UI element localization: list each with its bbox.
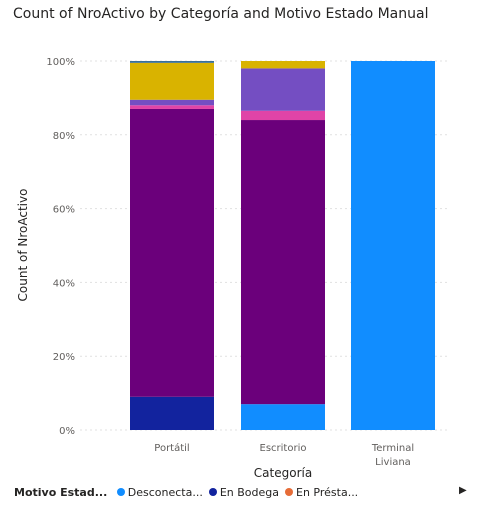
bar-segment — [241, 68, 325, 111]
legend-item-label: En Présta... — [296, 486, 359, 499]
legend-dot-icon — [116, 488, 125, 496]
chart-title: Count of NroActivo by Categoría and Moti… — [13, 6, 429, 22]
x-tick-label: Liviana — [375, 457, 411, 468]
y-tick-label: 0% — [59, 426, 75, 437]
x-tick-label: Portátil — [154, 442, 189, 454]
y-tick-label: 80% — [53, 131, 75, 142]
legend-title: Motivo Estad... — [14, 486, 108, 499]
bar-segment — [130, 105, 214, 109]
bar-segment — [241, 404, 325, 430]
legend-item[interactable]: En Présta... — [285, 486, 358, 499]
bar-segment — [351, 61, 435, 430]
x-axis-title: Categoría — [254, 466, 312, 480]
bar-segment — [241, 120, 325, 405]
y-tick-label: 60% — [53, 205, 75, 216]
bar-segment — [241, 110, 325, 121]
bar-segment — [130, 62, 214, 100]
x-tick-label: Terminal — [371, 443, 414, 454]
legend-item-label: Desconecta... — [127, 486, 203, 499]
y-axis-title: Count of NroActivo — [16, 189, 30, 302]
stacked-bar-chart: 0% 20% 40% 60% 80% 100% Portátil Escritorio Term… — [16, 57, 450, 480]
bar-segment — [241, 61, 325, 69]
legend-dot-icon — [208, 488, 217, 496]
legend-item[interactable]: Desconecta... — [116, 486, 203, 499]
legend-item[interactable]: En Bodega — [208, 486, 279, 499]
chart-legend: Motivo Estad... Desconecta... En Bodega En… — [14, 486, 469, 502]
legend-next-arrow-icon[interactable]: ▶ — [459, 485, 467, 496]
legend-item-label: En Bodega — [219, 486, 279, 499]
bar-segment — [130, 396, 214, 430]
x-tick-label: Escritorio — [260, 443, 307, 454]
legend-dot-icon — [285, 488, 293, 496]
y-tick-label: 100% — [46, 57, 75, 68]
y-tick-label: 40% — [53, 278, 75, 289]
y-tick-label: 20% — [53, 352, 75, 363]
bar-segment — [130, 99, 214, 106]
bar-segment — [130, 61, 214, 63]
bar-segment — [130, 108, 214, 397]
